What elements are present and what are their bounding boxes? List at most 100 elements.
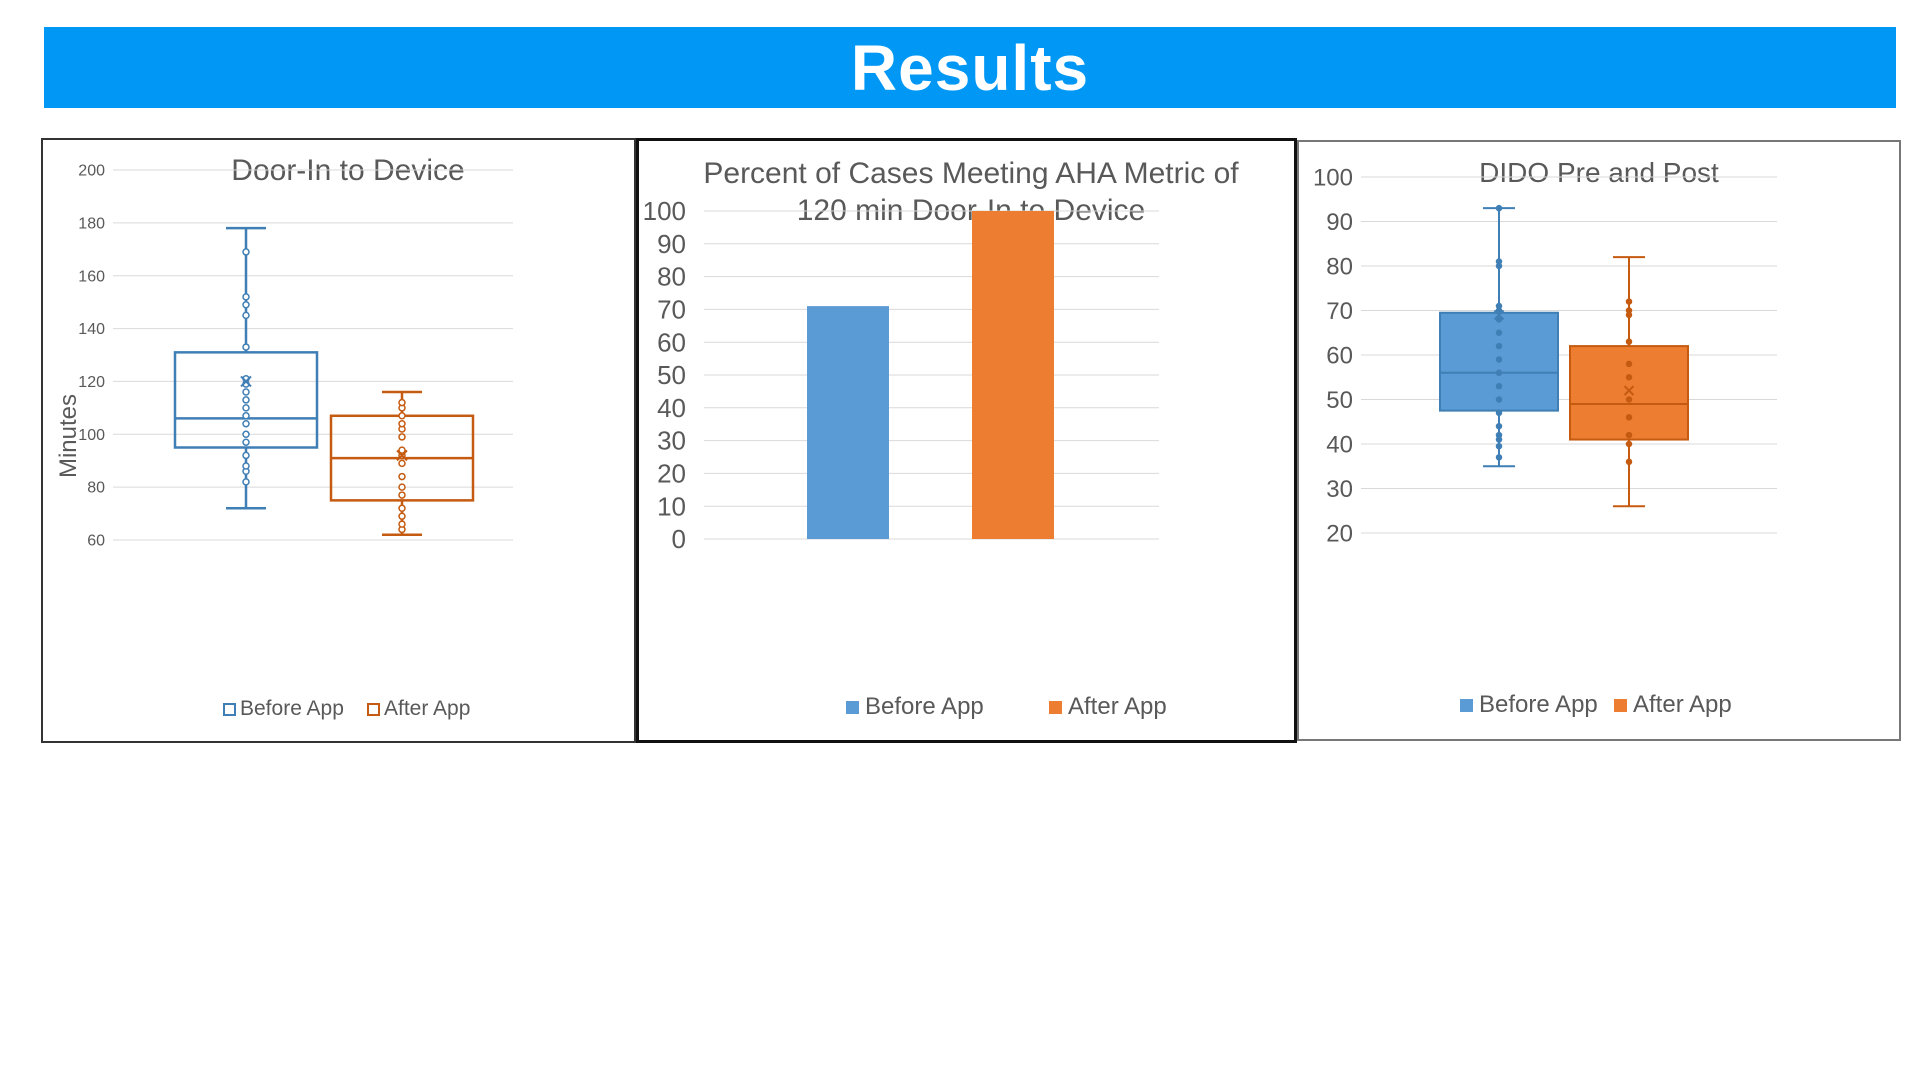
data-point-before-app xyxy=(1495,204,1503,212)
legend-swatch-after-app xyxy=(1049,701,1062,714)
y-tick-label: 140 xyxy=(78,321,105,338)
legend-label-after-app: After App xyxy=(1633,691,1732,718)
y-tick-label: 160 xyxy=(78,268,105,285)
data-point-before-app xyxy=(242,301,250,309)
data-point-before-app xyxy=(242,293,250,301)
data-point-after-app xyxy=(1625,414,1633,421)
data-point-before-app xyxy=(1495,342,1503,350)
bar-before-app xyxy=(807,306,889,539)
data-point-before-app xyxy=(242,311,250,320)
y-tick-label: 100 xyxy=(643,196,686,226)
data-point-before-app xyxy=(1495,356,1503,363)
data-point-after-app xyxy=(398,512,406,520)
y-tick-label: 180 xyxy=(78,215,105,232)
mean-marker-after-app xyxy=(1623,385,1635,396)
y-tick-label: 120 xyxy=(78,374,105,391)
y-tick-label: 20 xyxy=(657,459,686,489)
legend-label-before-app: Before App xyxy=(1479,691,1598,718)
data-point-before-app xyxy=(242,451,250,460)
data-point-before-app xyxy=(1495,431,1503,439)
data-point-before-app xyxy=(1495,382,1503,390)
legend-swatch-before-app xyxy=(846,701,859,714)
dido-pre-post-panel: DIDO Pre and Post 20 30 40 50 60 70 80 90 100 Be… xyxy=(1297,140,1901,741)
y-tick-label: 100 xyxy=(78,427,105,444)
door-in-to-device-chart: Door-In to Device Minutes 60801001201401… xyxy=(55,154,513,720)
y-tick-label: 80 xyxy=(1326,253,1353,280)
legend-label-after-app: After App xyxy=(384,697,470,720)
data-point-before-app xyxy=(1495,442,1503,450)
y-tick-label: 50 xyxy=(657,360,686,390)
data-point-after-app xyxy=(398,491,406,499)
y-tick-label: 90 xyxy=(657,229,686,259)
data-point-after-app xyxy=(398,412,406,420)
legend: Before App After App xyxy=(1460,691,1732,718)
y-tick-label: 70 xyxy=(657,295,686,325)
data-point-after-app xyxy=(398,483,406,491)
y-tick-label: 80 xyxy=(87,480,105,497)
data-point-after-app xyxy=(1625,458,1633,466)
data-point-after-app xyxy=(398,459,406,468)
data-point-before-app xyxy=(242,478,250,486)
data-point-before-app xyxy=(1495,409,1503,417)
y-tick-label: 200 xyxy=(78,163,105,180)
box-before-app xyxy=(173,351,319,449)
data-point-after-app xyxy=(1625,298,1633,305)
y-tick-label: 60 xyxy=(87,533,105,550)
y-tick-label: 80 xyxy=(657,262,686,292)
mean-marker-before-app xyxy=(240,375,252,388)
legend-swatch-before-app xyxy=(1460,699,1473,712)
y-axis-label: Minutes xyxy=(55,394,82,478)
legend-swatch-before-app xyxy=(223,703,236,716)
data-point-after-app xyxy=(398,398,406,407)
y-tick-label: 0 xyxy=(672,524,686,554)
legend-swatch-after-app xyxy=(367,703,380,716)
data-point-after-app xyxy=(1625,440,1633,448)
plot-area: 20 30 40 50 60 70 80 90 100 xyxy=(1313,164,1777,547)
y-tick-label: 10 xyxy=(657,491,686,521)
data-point-after-app xyxy=(1625,338,1633,345)
y-tick-label: 30 xyxy=(1326,476,1353,503)
legend: Before App After App xyxy=(223,697,470,720)
mean-marker-after-app xyxy=(396,449,408,462)
y-tick-label: 40 xyxy=(1326,431,1353,458)
aha-metric-chart: Percent of Cases Meeting AHA Metric of 1… xyxy=(643,157,1240,720)
plot-area: 60 80 100 120 140 160 180 200 xyxy=(78,163,513,550)
y-tick-label: 40 xyxy=(657,393,686,423)
data-point-before-app xyxy=(1495,258,1503,265)
data-point-before-app xyxy=(1495,396,1503,403)
mean-marker-before-app xyxy=(1493,309,1505,321)
data-point-before-app xyxy=(1495,302,1503,310)
legend: Before App After App xyxy=(846,693,1167,720)
y-tick-label: 20 xyxy=(1326,520,1353,547)
data-point-before-app xyxy=(242,248,250,256)
data-point-after-app xyxy=(398,472,406,481)
legend-label-before-app: Before App xyxy=(865,693,984,720)
legend-swatch-after-app xyxy=(1614,699,1627,712)
data-point-before-app xyxy=(242,343,250,351)
y-tick-label: 30 xyxy=(657,426,686,456)
chart-title: DIDO Pre and Post xyxy=(1479,157,1719,188)
data-point-before-app xyxy=(242,438,250,446)
y-tick-label: 70 xyxy=(1326,298,1353,325)
bar-after-app xyxy=(972,211,1054,539)
chart-title-line-1: Percent of Cases Meeting AHA Metric of xyxy=(703,157,1239,190)
data-point-before-app xyxy=(1495,329,1503,336)
dido-pre-post-chart: DIDO Pre and Post 20 30 40 50 60 70 80 90 100 Be… xyxy=(1313,157,1777,718)
y-tick-label: 100 xyxy=(1313,164,1353,191)
data-point-before-app xyxy=(242,462,250,470)
data-point-before-app xyxy=(1495,369,1503,377)
data-point-after-app xyxy=(1625,431,1633,439)
door-in-to-device-panel: Door-In to Device Minutes 60 80 100 120 140 1… xyxy=(41,138,636,743)
data-point-after-app xyxy=(1625,374,1633,381)
data-point-after-app xyxy=(1625,396,1633,403)
aha-metric-panel: Percent of Cases Meeting AHA Metric of 1… xyxy=(636,138,1297,743)
data-point-before-app xyxy=(242,396,250,404)
data-point-before-app xyxy=(242,404,250,412)
data-point-before-app xyxy=(1495,422,1503,430)
data-point-before-app xyxy=(242,388,250,396)
y-tick-label: 60 xyxy=(657,327,686,357)
data-point-after-app xyxy=(398,520,406,528)
y-tick-label: 90 xyxy=(1326,209,1353,236)
page-title: Results xyxy=(850,31,1090,104)
